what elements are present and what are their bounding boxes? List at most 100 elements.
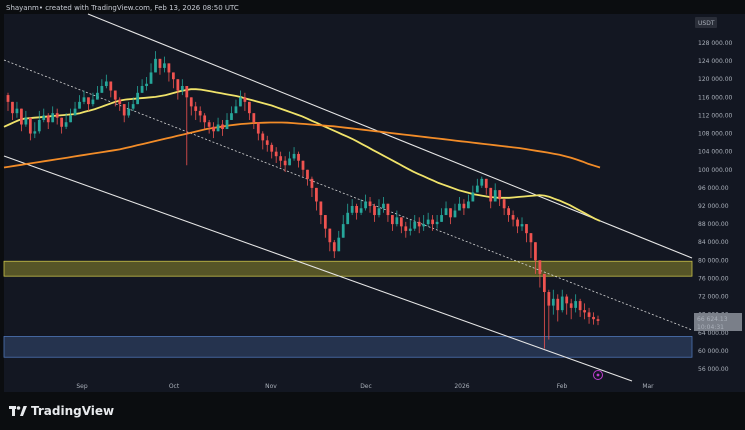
candle-body — [163, 63, 166, 68]
candle-body — [489, 187, 493, 202]
candle-body — [171, 72, 175, 80]
candle-body — [350, 206, 354, 213]
candle-64 — [292, 147, 296, 161]
candle-body — [471, 192, 475, 202]
candle-46 — [212, 122, 215, 139]
candle-body — [265, 140, 269, 145]
candle-50 — [230, 106, 233, 120]
candle-31 — [145, 76, 148, 91]
candle-36 — [167, 63, 171, 82]
x-tick-label: Dec — [360, 383, 372, 390]
candle-body — [475, 185, 479, 193]
candle-16 — [78, 95, 81, 109]
candle-32 — [149, 63, 153, 84]
candle-69 — [315, 187, 318, 211]
candle-body — [283, 160, 287, 166]
candle-body — [399, 217, 403, 227]
candle-body — [440, 215, 443, 222]
candle-body — [82, 97, 86, 102]
candle-body — [315, 187, 318, 202]
candle-body — [391, 215, 394, 225]
candle-125 — [565, 294, 569, 315]
tradingview-logo[interactable]: TradingView — [9, 404, 114, 418]
candle-body — [484, 178, 488, 188]
candle-76 — [346, 203, 350, 225]
candle-body — [292, 153, 296, 159]
channel-mid-line — [3, 59, 693, 331]
candle-body — [91, 99, 95, 105]
candle-122 — [551, 289, 555, 315]
candle-20 — [96, 86, 99, 100]
candle-80 — [364, 194, 367, 211]
candle-89 — [404, 221, 408, 238]
candle-54 — [247, 101, 251, 120]
candle-body — [431, 219, 435, 225]
candle-body — [127, 108, 131, 116]
candle-127 — [574, 294, 578, 313]
candle-118 — [534, 242, 537, 274]
candle-body — [96, 92, 99, 100]
candle-128 — [578, 298, 582, 317]
candle-body — [511, 215, 515, 220]
candle-83 — [377, 199, 381, 218]
candle-62 — [283, 156, 287, 173]
candle-26 — [122, 104, 126, 123]
candle-49 — [225, 113, 229, 130]
candle-body — [256, 122, 260, 134]
candle-body — [194, 106, 198, 111]
candle-18 — [87, 97, 90, 111]
candle-11 — [55, 108, 59, 125]
candle-85 — [386, 203, 390, 222]
event-marker[interactable] — [593, 370, 603, 380]
candle-body — [239, 97, 242, 107]
candle-body — [337, 237, 341, 252]
candle-8 — [42, 108, 46, 123]
y-tick-label: 104 000.00 — [698, 149, 733, 156]
candle-body — [542, 273, 546, 293]
candle-body — [78, 101, 81, 109]
candle-84 — [382, 196, 385, 213]
candle-body — [538, 260, 542, 274]
candle-92 — [417, 217, 421, 234]
candle-87 — [395, 210, 399, 227]
candle-27 — [127, 101, 131, 118]
chart-svg: Shayanm• created with TradingView.com, F… — [3, 4, 745, 392]
candle-body — [109, 81, 113, 91]
candles-layer — [6, 51, 600, 349]
candle-body — [453, 210, 457, 218]
event-marker-dot — [596, 373, 600, 377]
tradingview-brand: TradingView — [31, 404, 115, 418]
candle-41 — [189, 97, 193, 116]
y-tick-label: 88 000.00 — [698, 221, 729, 228]
candle-91 — [413, 215, 417, 231]
footer: TradingView — [0, 398, 745, 430]
candle-body — [198, 110, 202, 116]
x-tick-label: Feb — [557, 383, 568, 390]
x-tick-label: Oct — [169, 383, 180, 390]
currency-label: USDT — [698, 20, 715, 27]
candle-body — [578, 301, 582, 311]
candle-body — [118, 99, 122, 105]
candle-72 — [328, 228, 332, 252]
candle-132 — [596, 315, 600, 326]
candle-body — [46, 115, 50, 123]
candle-body — [319, 201, 323, 216]
candle-19 — [91, 92, 95, 107]
candle-body — [225, 119, 229, 130]
x-ticks-layer: Sep Oct Nov Dec 2026 Feb Mar — [76, 383, 654, 390]
candle-15 — [73, 101, 77, 116]
candle-117 — [529, 233, 533, 259]
candle-6 — [33, 122, 37, 139]
candle-body — [15, 108, 19, 114]
candle-9 — [46, 113, 50, 130]
y-tick-label: 92 000.00 — [698, 203, 729, 210]
candle-body — [212, 126, 215, 132]
candle-body — [216, 124, 220, 132]
candle-23 — [109, 81, 113, 98]
candle-body — [288, 158, 291, 166]
candle-12 — [60, 117, 64, 134]
candle-body — [51, 113, 55, 123]
candle-124 — [560, 289, 564, 313]
y-tick-label: 60 000.00 — [698, 348, 729, 355]
